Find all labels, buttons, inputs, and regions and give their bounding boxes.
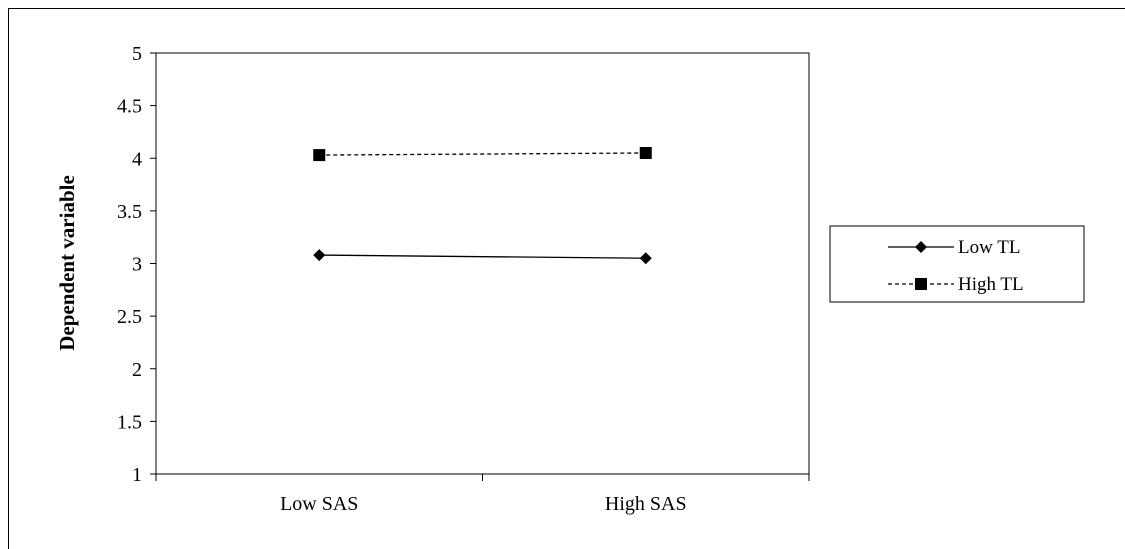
diamond-marker [639,252,652,265]
y-tick-label: 4 [132,148,142,170]
y-tick-label: 2.5 [117,306,142,328]
y-tick-label: 1 [132,464,142,486]
y-axis-ticks: 1 1.5 2 2.5 3 3.5 4 4.5 5 [117,43,156,486]
plot-area [155,52,810,475]
y-tick-label: 4.5 [117,96,142,118]
diamond-marker [313,249,326,262]
y-tick-label: 5 [132,43,142,65]
y-tick-label: 2 [132,359,142,381]
series-high-tl [313,146,652,162]
square-marker [313,149,326,162]
legend-square-marker [915,278,927,290]
series-line [319,254,646,259]
y-tick-label: 3 [132,254,142,276]
square-marker [639,146,652,159]
x-tick-label: Low SAS [280,493,358,515]
legend: Low TL High TL [829,225,1085,303]
legend-label: Low TL [958,237,1020,258]
series-low-tl [313,249,652,265]
legend-diamond-marker [915,241,927,253]
y-tick-label: 3.5 [117,201,142,223]
y-tick-label: 1.5 [117,411,142,433]
x-axis-ticks: Low SAS High SAS [155,474,810,515]
y-axis-title: Dependent variable [55,175,79,351]
series-line [319,152,646,156]
legend-item: High TL [888,274,1024,295]
legend-label: High TL [958,274,1024,295]
legend-item: Low TL [888,237,1020,258]
legend-frame [829,225,1085,303]
x-tick-label: High SAS [605,493,687,515]
series-layer [313,146,652,265]
